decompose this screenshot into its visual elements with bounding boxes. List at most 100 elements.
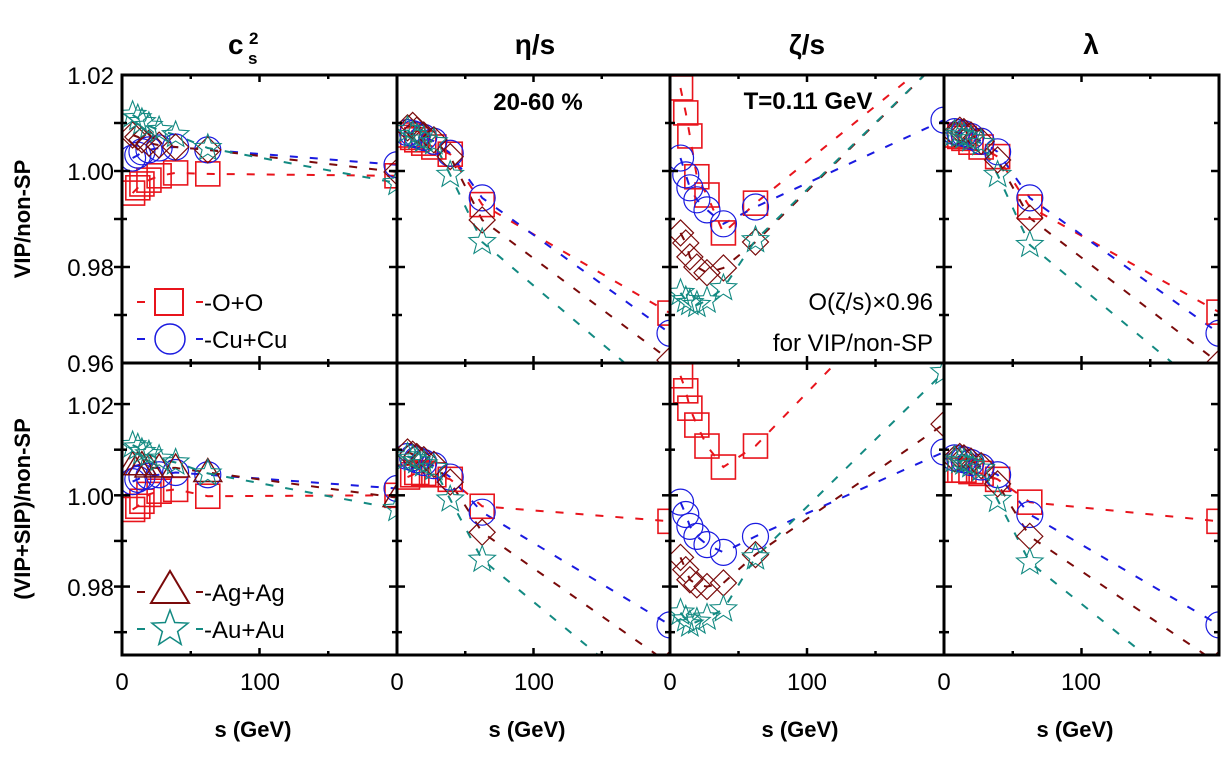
marker-ag-ag [193,136,222,164]
series-line-cu-cu [954,456,1219,626]
marker-o-o [136,167,162,193]
marker-ag-ag [656,346,670,363]
marker-au-au [956,449,986,478]
marker-o-o [384,163,397,189]
marker-o-o [1206,299,1219,325]
marker-cu-cu [1205,611,1219,639]
legend-triangle-icon [149,569,191,604]
marker-cu-cu [468,498,496,526]
marker-ag-ag [383,158,397,186]
marker-ag-ag [676,565,704,594]
marker-o-o [384,482,397,509]
marker-au-au [467,544,497,573]
marker-au-au [193,132,223,161]
column-title-cs2-sub: s [248,49,257,68]
series-line-au-au [954,132,1175,363]
marker-cu-cu [741,193,770,221]
marker-cu-cu [683,186,711,214]
marker-ag-ag [983,146,1012,174]
marker-au-au [1015,546,1045,575]
marker-cu-cu [383,151,397,179]
marker-o-o [684,412,710,438]
marker-o-o [195,483,221,510]
marker-au-au [1206,387,1227,412]
marker-ag-ag [944,444,969,473]
series-line-au-au [406,129,627,363]
marker-ag-ag [145,131,173,159]
marker-cu-cu [383,474,397,503]
series-line-o-o [954,134,1219,313]
marker-au-au [982,159,1013,188]
y-tick-label-top-0.98: 0.98 [67,255,114,282]
marker-au-au [682,606,712,635]
marker-o-o [710,454,737,480]
marker-ag-ag [135,129,163,158]
marker-cu-cu [1205,319,1219,347]
series-line-cu-cu [407,131,670,335]
marker-ag-ag [409,445,438,474]
column-title-cs2-base: c [228,29,244,60]
panel-r1-lambda [944,442,1219,655]
marker-au-au [435,159,465,188]
marker-o-o [1016,194,1043,220]
marker-cu-cu [656,611,670,639]
marker-ag-ag [126,450,158,476]
marker-ag-ag [957,121,985,149]
marker-au-au [127,106,157,135]
marker-ag-ag [468,206,497,234]
x-tick-label-c2-0: 0 [663,669,676,696]
marker-au-au [419,126,449,155]
marker-o-o [657,508,670,535]
marker-au-au [397,119,428,148]
marker-cu-cu [1016,500,1044,529]
marker-ag-ag [468,518,497,547]
marker-au-au [740,224,771,253]
marker-ag-ag [683,570,711,599]
marker-au-au [382,493,397,522]
marker-ag-ag [930,410,944,438]
marker-o-o [1206,508,1219,535]
y-axis-label-top: VIP/non-SP [10,160,35,279]
marker-o-o [672,378,699,404]
marker-ag-ag [671,555,700,584]
marker-o-o [1016,489,1043,515]
annotation-zeta-scale: O(ζ/s)×0.96 [808,289,933,316]
panel-r0-eta-s [397,111,670,363]
marker-ag-ag [671,229,700,257]
marker-ag-ag [709,254,738,282]
marker-cu-cu [676,512,704,540]
marker-au-au [193,457,223,486]
marker-ag-ag [192,457,224,483]
panel-frame-r0-eta-s [395,73,672,365]
column-title-lambda: λ [1083,29,1099,60]
marker-o-o [677,395,703,421]
marker-au-au [708,272,739,301]
marker-au-au [1015,229,1045,258]
marker-ag-ag [670,219,695,247]
y-tick-label-bottom-1.00: 1.00 [67,484,114,511]
series-line-cu-cu [407,455,670,626]
y-tick-label-bottom-1.02: 1.02 [67,393,114,420]
series-line-cu-cu [132,145,397,166]
series-line-o-o [679,75,916,235]
marker-cu-cu [693,530,721,559]
marker-cu-cu [670,488,695,516]
marker-au-au [402,445,432,474]
marker-au-au [982,484,1013,513]
marker-cu-cu [930,438,944,466]
series-line-ag-ag [679,423,944,588]
series-line-au-au [679,371,944,626]
marker-o-o [677,123,703,149]
marker-cu-cu [930,106,944,134]
column-title-cs2-sup: 2 [249,29,258,48]
marker-o-o [657,300,670,326]
marker-cu-cu [672,500,700,529]
y-tick-label-top-1.02: 1.02 [67,63,114,90]
marker-cu-cu [709,538,738,566]
x-tick-label-c1-100: 100 [514,669,554,696]
y-axis-label-bottom: (VIP+SIP)/non-SP [10,418,35,600]
marker-o-o [684,163,710,190]
series-line-ag-ag [407,451,659,655]
marker-au-au [408,124,439,153]
